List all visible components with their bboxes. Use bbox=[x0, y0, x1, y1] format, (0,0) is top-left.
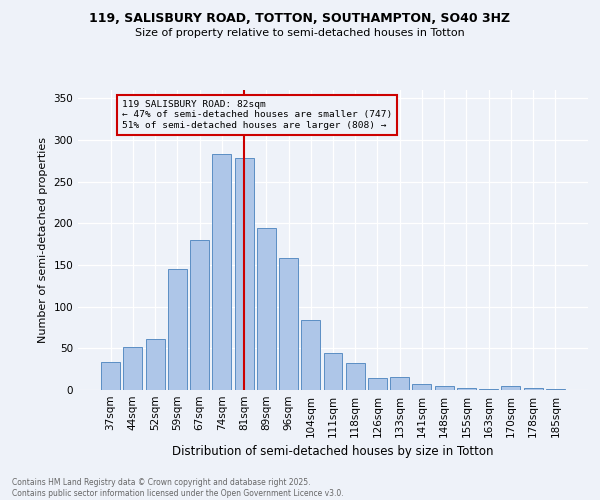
Text: 119 SALISBURY ROAD: 82sqm
← 47% of semi-detached houses are smaller (747)
51% of: 119 SALISBURY ROAD: 82sqm ← 47% of semi-… bbox=[122, 100, 392, 130]
Bar bbox=[190, 240, 209, 390]
Bar bbox=[235, 158, 254, 390]
Bar bbox=[502, 386, 520, 390]
Bar bbox=[212, 154, 231, 390]
Bar bbox=[457, 388, 476, 390]
Bar bbox=[168, 269, 187, 390]
Text: 119, SALISBURY ROAD, TOTTON, SOUTHAMPTON, SO40 3HZ: 119, SALISBURY ROAD, TOTTON, SOUTHAMPTON… bbox=[89, 12, 511, 26]
Text: Contains HM Land Registry data © Crown copyright and database right 2025.
Contai: Contains HM Land Registry data © Crown c… bbox=[12, 478, 344, 498]
Bar bbox=[368, 378, 387, 390]
Bar bbox=[390, 376, 409, 390]
Bar bbox=[524, 388, 542, 390]
X-axis label: Distribution of semi-detached houses by size in Totton: Distribution of semi-detached houses by … bbox=[172, 446, 494, 458]
Bar bbox=[346, 364, 365, 390]
Bar bbox=[257, 228, 276, 390]
Bar bbox=[301, 320, 320, 390]
Bar bbox=[279, 258, 298, 390]
Text: Size of property relative to semi-detached houses in Totton: Size of property relative to semi-detach… bbox=[135, 28, 465, 38]
Y-axis label: Number of semi-detached properties: Number of semi-detached properties bbox=[38, 137, 48, 343]
Bar bbox=[412, 384, 431, 390]
Bar bbox=[124, 346, 142, 390]
Bar bbox=[546, 389, 565, 390]
Bar bbox=[101, 362, 120, 390]
Bar bbox=[323, 352, 343, 390]
Bar bbox=[479, 389, 498, 390]
Bar bbox=[435, 386, 454, 390]
Bar bbox=[146, 339, 164, 390]
